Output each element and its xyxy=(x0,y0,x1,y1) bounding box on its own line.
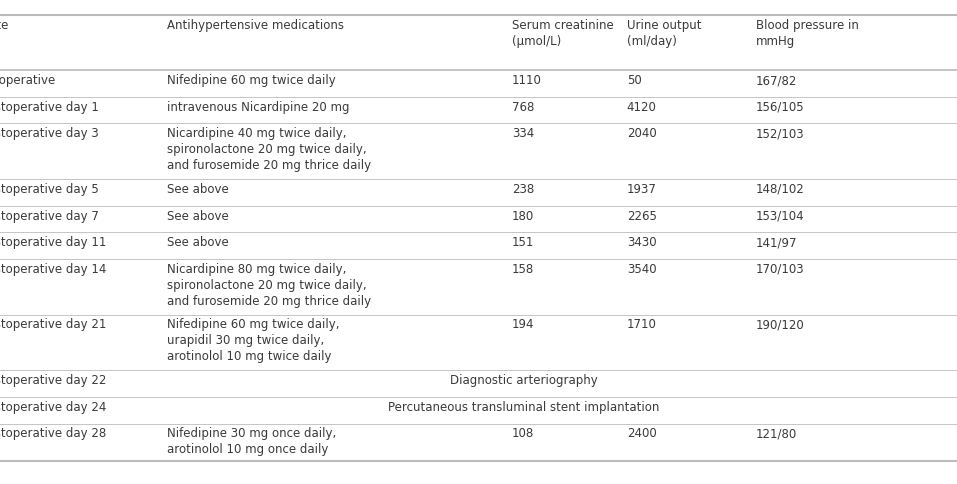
Text: 121/80: 121/80 xyxy=(756,427,797,440)
Text: 4120: 4120 xyxy=(627,101,657,114)
Text: 194: 194 xyxy=(512,318,535,332)
Text: Urine output
(ml/day): Urine output (ml/day) xyxy=(627,19,701,48)
Text: Date: Date xyxy=(0,19,10,32)
Text: 3430: 3430 xyxy=(627,236,657,249)
Text: 190/120: 190/120 xyxy=(756,318,805,332)
Text: intravenous Nicardipine 20 mg: intravenous Nicardipine 20 mg xyxy=(167,101,350,114)
Text: 2040: 2040 xyxy=(627,127,657,140)
Text: Nifedipine 30 mg once daily,
arotinolol 10 mg once daily: Nifedipine 30 mg once daily, arotinolol … xyxy=(167,427,337,456)
Text: Antihypertensive medications: Antihypertensive medications xyxy=(167,19,345,32)
Text: 167/82: 167/82 xyxy=(756,74,797,87)
Text: 334: 334 xyxy=(512,127,534,140)
Text: 141/97: 141/97 xyxy=(756,236,797,249)
Text: Postoperative day 3: Postoperative day 3 xyxy=(0,127,99,140)
Text: Postoperative day 1: Postoperative day 1 xyxy=(0,101,99,114)
Text: Postoperative day 5: Postoperative day 5 xyxy=(0,183,99,196)
Text: 768: 768 xyxy=(512,101,534,114)
Text: 152/103: 152/103 xyxy=(756,127,805,140)
Text: 1710: 1710 xyxy=(627,318,657,332)
Text: Serum creatinine
(μmol/L): Serum creatinine (μmol/L) xyxy=(512,19,613,48)
Text: See above: See above xyxy=(167,236,230,249)
Text: Postoperative day 28: Postoperative day 28 xyxy=(0,427,106,440)
Text: Preoperative: Preoperative xyxy=(0,74,56,87)
Text: Nifedipine 60 mg twice daily,
urapidil 30 mg twice daily,
arotinolol 10 mg twice: Nifedipine 60 mg twice daily, urapidil 3… xyxy=(167,318,340,363)
Text: Percutaneous transluminal stent implantation: Percutaneous transluminal stent implanta… xyxy=(389,401,659,414)
Text: Nifedipine 60 mg twice daily: Nifedipine 60 mg twice daily xyxy=(167,74,336,87)
Text: Postoperative day 7: Postoperative day 7 xyxy=(0,210,99,223)
Text: Blood pressure in
mmHg: Blood pressure in mmHg xyxy=(756,19,858,48)
Text: 3540: 3540 xyxy=(627,263,657,276)
Text: 180: 180 xyxy=(512,210,534,223)
Text: Postoperative day 21: Postoperative day 21 xyxy=(0,318,106,332)
Text: 153/104: 153/104 xyxy=(756,210,805,223)
Text: Nicardipine 80 mg twice daily,
spironolactone 20 mg twice daily,
and furosemide : Nicardipine 80 mg twice daily, spironola… xyxy=(167,263,371,308)
Text: Diagnostic arteriography: Diagnostic arteriography xyxy=(450,374,598,387)
Text: 1937: 1937 xyxy=(627,183,657,196)
Text: 1110: 1110 xyxy=(512,74,542,87)
Text: 108: 108 xyxy=(512,427,534,440)
Text: Postoperative day 24: Postoperative day 24 xyxy=(0,401,106,414)
Text: 238: 238 xyxy=(512,183,534,196)
Text: See above: See above xyxy=(167,183,230,196)
Text: See above: See above xyxy=(167,210,230,223)
Text: 151: 151 xyxy=(512,236,534,249)
Text: Postoperative day 11: Postoperative day 11 xyxy=(0,236,106,249)
Text: 158: 158 xyxy=(512,263,534,276)
Text: Nicardipine 40 mg twice daily,
spironolactone 20 mg twice daily,
and furosemide : Nicardipine 40 mg twice daily, spironola… xyxy=(167,127,371,172)
Text: 50: 50 xyxy=(627,74,641,87)
Text: 2400: 2400 xyxy=(627,427,657,440)
Text: 2265: 2265 xyxy=(627,210,657,223)
Text: 156/105: 156/105 xyxy=(756,101,805,114)
Text: 170/103: 170/103 xyxy=(756,263,805,276)
Text: Postoperative day 22: Postoperative day 22 xyxy=(0,374,106,387)
Text: 148/102: 148/102 xyxy=(756,183,805,196)
Text: Postoperative day 14: Postoperative day 14 xyxy=(0,263,106,276)
